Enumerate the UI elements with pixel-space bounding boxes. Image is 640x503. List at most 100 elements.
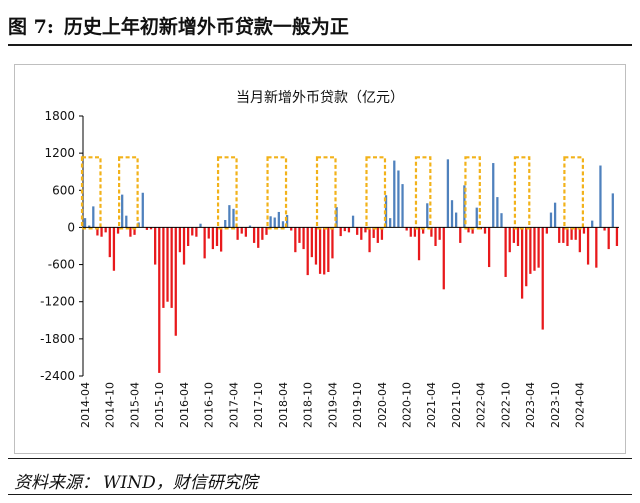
bar: [187, 227, 190, 246]
bar: [129, 227, 132, 237]
bar: [108, 227, 111, 258]
bar: [380, 227, 384, 240]
bars: [83, 159, 619, 373]
bar: [112, 227, 116, 271]
bar-chart: 当月新增外币贷款（亿元） 1800 1200 600 0 -600 -1200 -1800 -…: [40, 90, 619, 428]
bar: [463, 185, 466, 228]
bar: [166, 227, 169, 302]
x-tick-label: 2016-10: [203, 382, 216, 428]
highlight-box: [266, 156, 288, 230]
y-axis: 1800 1200 600 0 -600 -1200 -1800 -2400: [40, 109, 84, 383]
bar: [405, 227, 408, 231]
y-tick-label: -2400: [40, 369, 75, 383]
bar: [265, 227, 268, 235]
bar: [483, 227, 487, 234]
bar: [215, 227, 219, 246]
bar: [467, 227, 470, 233]
bar: [236, 227, 239, 240]
bar: [154, 227, 157, 265]
x-tick-label: 2018-10: [302, 382, 315, 428]
bar: [174, 227, 177, 336]
y-tick-label: 600: [52, 183, 75, 197]
bar: [281, 221, 285, 228]
bar: [162, 227, 165, 308]
bar: [100, 227, 103, 237]
bar: [446, 159, 450, 228]
bar: [248, 225, 252, 228]
bar: [537, 227, 540, 268]
source-label: 资料来源：: [14, 473, 99, 493]
bar: [553, 202, 557, 228]
x-tick-label: 2020-04: [376, 382, 389, 428]
bar: [545, 227, 548, 234]
bar: [261, 227, 264, 240]
bar: [141, 192, 144, 228]
bar: [562, 227, 565, 243]
bar: [496, 197, 499, 228]
bar: [376, 227, 379, 243]
bar: [195, 227, 198, 237]
bar: [372, 227, 375, 238]
x-tick-label: 2018-04: [277, 382, 290, 428]
bar: [586, 227, 590, 265]
bar: [512, 227, 515, 243]
bar: [88, 225, 91, 228]
y-tick-label: -1200: [40, 295, 75, 309]
x-tick-label: 2014-10: [104, 382, 117, 428]
bar: [96, 227, 99, 236]
highlight-box: [464, 156, 481, 230]
bar: [364, 227, 367, 233]
bar: [294, 227, 297, 253]
bar: [298, 227, 301, 243]
x-tick-label: 2020-10: [401, 382, 414, 428]
x-tick-label: 2015-04: [128, 382, 141, 428]
x-tick-label: 2015-10: [153, 382, 166, 428]
bar: [520, 227, 524, 299]
bar: [582, 227, 586, 234]
bar: [170, 227, 173, 308]
bar: [178, 227, 182, 253]
bar: [603, 227, 606, 231]
highlight-box: [118, 156, 139, 230]
bar: [273, 217, 276, 228]
bar: [343, 227, 346, 232]
bar: [533, 227, 536, 271]
bar: [351, 215, 355, 228]
highlight-box: [513, 156, 531, 230]
bar: [232, 208, 235, 228]
bar: [500, 213, 503, 228]
bar: [529, 227, 532, 274]
highlight-box: [216, 156, 238, 230]
x-tick-label: 2021-04: [425, 382, 438, 428]
bar: [83, 218, 87, 228]
y-tick-label: -1800: [40, 332, 75, 346]
bar: [459, 227, 462, 243]
bar: [455, 212, 458, 228]
bar: [360, 227, 363, 240]
bar: [422, 227, 425, 234]
bar: [566, 227, 569, 246]
highlight-box: [414, 156, 432, 230]
bar: [339, 227, 342, 237]
bar: [471, 227, 474, 234]
bar: [578, 227, 581, 253]
bar: [199, 223, 202, 228]
bar: [244, 227, 247, 237]
bar: [504, 227, 507, 277]
bar: [207, 227, 210, 239]
bar: [121, 194, 124, 228]
x-tick-label: 2023-10: [549, 382, 562, 428]
bar: [401, 184, 404, 228]
bar: [611, 193, 614, 228]
bar: [158, 227, 161, 373]
x-tick-label: 2022-04: [475, 382, 488, 428]
bar: [228, 205, 231, 228]
x-tick-label: 2023-04: [524, 382, 537, 428]
bar: [413, 227, 417, 237]
bar: [607, 227, 610, 250]
bar: [508, 227, 511, 253]
footer-rule-top: [8, 458, 632, 459]
bar: [356, 227, 359, 235]
bar: [149, 227, 153, 230]
bar: [409, 227, 412, 237]
